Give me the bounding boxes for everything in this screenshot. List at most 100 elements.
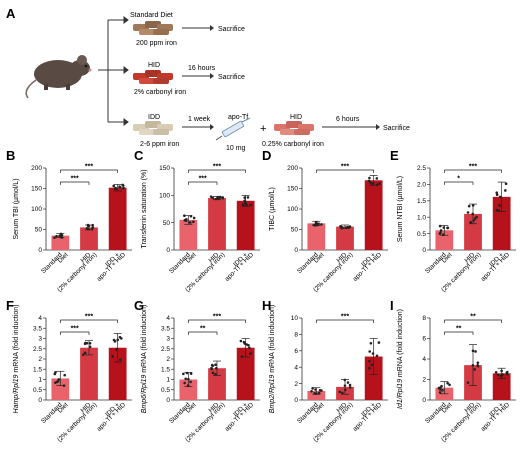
data-point: [59, 235, 63, 239]
data-point: [91, 223, 95, 227]
y-axis-label-unit: mRNA (fold induction): [13, 305, 20, 375]
y-tick-label: 8: [422, 315, 426, 322]
y-axis-label: Serum NTBI (µmol/L): [397, 176, 404, 242]
pellets-icon: [133, 21, 173, 35]
data-point: [371, 183, 374, 186]
bar: [307, 223, 326, 250]
data-point: [344, 226, 348, 230]
data-point: [210, 367, 213, 371]
pellets-icon: [133, 70, 173, 84]
data-point: [118, 186, 122, 189]
hid2-label: HID: [290, 114, 302, 121]
data-point: [240, 355, 244, 358]
data-point: [320, 223, 323, 226]
y-axis-label-unit: mRNA (fold induction): [397, 309, 404, 379]
bar: [236, 200, 255, 250]
data-point: [243, 196, 247, 199]
y-tick-label: 0: [422, 247, 426, 254]
data-point: [320, 389, 323, 392]
data-point: [221, 196, 224, 199]
significance-stars: ***: [85, 164, 93, 171]
bar: [236, 347, 255, 400]
significance-stars: ***: [341, 164, 349, 171]
data-point: [118, 335, 122, 339]
arm-idd: IDD 2-6 ppm iron 1 week apo-Tf 10 mg + H…: [133, 114, 410, 152]
data-point: [317, 391, 321, 395]
y-tick-label: 100: [31, 206, 42, 213]
significance-stars: ***: [469, 164, 477, 171]
data-point: [472, 219, 475, 222]
y-tick-label: 0: [166, 247, 170, 254]
data-point: [214, 197, 218, 201]
y-tick-label: 3: [166, 336, 170, 343]
y-tick-label: 1.5: [161, 366, 170, 373]
data-point: [189, 380, 192, 384]
data-point: [184, 377, 188, 381]
data-point: [112, 184, 115, 188]
y-tick-label: 50: [291, 227, 299, 234]
data-point: [505, 370, 509, 374]
data-point: [88, 345, 92, 349]
data-point: [438, 391, 442, 394]
data-point: [341, 391, 344, 395]
data-point: [378, 182, 381, 186]
data-point: [495, 191, 499, 194]
data-point: [471, 212, 475, 216]
data-point: [218, 195, 222, 199]
significance-stars: *: [457, 176, 460, 183]
plus-sign: +: [260, 123, 266, 135]
data-point: [62, 384, 66, 387]
data-point: [183, 218, 187, 222]
y-tick-label: 0.5: [417, 231, 426, 238]
bar: [364, 180, 383, 250]
y-axis-label-gene: Hamp/Rpl19: [13, 374, 20, 413]
y-tick-label: 3.5: [161, 325, 170, 332]
data-point: [369, 181, 372, 184]
data-point: [63, 373, 67, 377]
y-tick-label: 200: [31, 165, 42, 172]
data-point: [242, 340, 246, 344]
chart-panel-g: G 0 0.5 1 1.5 2 2.5 3 3.5 4 Bmp6/Rpl19 mRNA (fold …: [134, 298, 260, 444]
y-tick-label: 50: [35, 227, 43, 234]
data-point: [473, 368, 476, 371]
data-point: [368, 367, 371, 370]
data-point: [495, 193, 499, 197]
panel-letter: I: [390, 298, 394, 313]
data-point: [211, 364, 215, 368]
y-tick-label: 3.5: [33, 325, 42, 332]
data-point: [341, 226, 344, 229]
bar: [51, 235, 70, 250]
arm-diet-label: HID: [148, 62, 160, 69]
y-tick-label: 4: [38, 315, 42, 322]
y-tick-label: 0: [38, 397, 42, 404]
y-tick-label: 50: [163, 220, 171, 227]
data-point: [189, 214, 193, 218]
data-point: [90, 227, 94, 231]
data-point: [439, 229, 443, 232]
data-point: [368, 176, 371, 180]
y-tick-label: 2: [422, 377, 426, 384]
data-point: [317, 222, 320, 226]
data-point: [467, 204, 471, 208]
data-point: [369, 341, 373, 345]
chart-panel-h: H 0 2 4 6 8 10 Bmp2/Rpl19 mRNA (fold induction)…: [262, 298, 388, 444]
data-point: [339, 225, 342, 228]
panel-a-schema: A Standard Diet: [6, 6, 410, 152]
data-point: [315, 222, 318, 226]
panel-letter: G: [134, 298, 144, 313]
data-point: [312, 223, 316, 227]
schema-branch: [98, 16, 129, 126]
data-point: [55, 380, 59, 384]
significance-stars: ***: [213, 314, 221, 321]
y-tick-label: 2.0: [417, 182, 426, 189]
hid2-time-label: 6 hours: [336, 116, 360, 123]
y-tick-label: 4: [422, 356, 426, 363]
data-point: [53, 372, 57, 376]
arm-standard-diet: Standard Diet 200 ppm iron Sacrifice: [130, 12, 245, 47]
data-point: [192, 220, 195, 224]
panel-letter: B: [6, 148, 15, 163]
data-point: [466, 381, 470, 384]
